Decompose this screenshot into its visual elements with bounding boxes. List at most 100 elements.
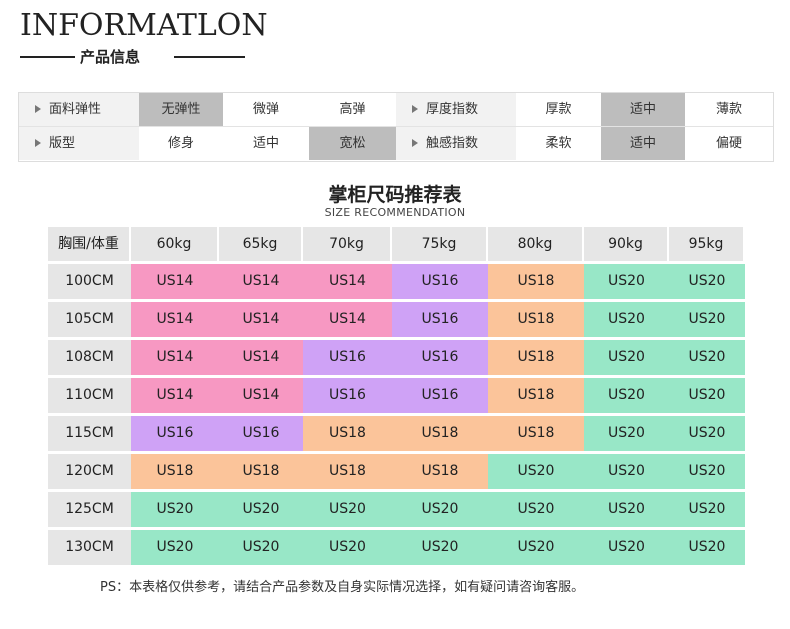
triangle-right-icon bbox=[35, 104, 41, 113]
weight-header: 65kg bbox=[219, 227, 303, 261]
size-cell: US18 bbox=[219, 454, 303, 489]
size-cell: US20 bbox=[669, 416, 745, 451]
size-cell: US20 bbox=[584, 340, 669, 375]
triangle-right-icon bbox=[412, 138, 418, 147]
info-option-selected: 适中 bbox=[601, 127, 685, 160]
size-cell: US20 bbox=[131, 492, 219, 527]
size-cell: US20 bbox=[669, 492, 745, 527]
size-cell: US18 bbox=[303, 416, 392, 451]
size-cell: US16 bbox=[131, 416, 219, 451]
size-cell: US20 bbox=[584, 378, 669, 413]
size-cell: US20 bbox=[488, 492, 584, 527]
size-cell: US20 bbox=[669, 378, 745, 413]
info-option-selected: 无弹性 bbox=[139, 93, 223, 126]
divider-line bbox=[20, 56, 75, 58]
size-cell: US18 bbox=[488, 302, 584, 337]
info-option-selected: 适中 bbox=[601, 93, 685, 126]
info-attribute-text: 面料弹性 bbox=[49, 102, 102, 117]
size-cell: US18 bbox=[488, 264, 584, 299]
brand-title: INFORMATLON bbox=[20, 8, 268, 43]
size-cell: US18 bbox=[392, 416, 488, 451]
size-cell: US20 bbox=[669, 264, 745, 299]
size-cell: US18 bbox=[303, 454, 392, 489]
weight-header: 95kg bbox=[669, 227, 745, 261]
weight-header: 75kg bbox=[392, 227, 488, 261]
triangle-right-icon bbox=[412, 104, 418, 113]
size-cell: US14 bbox=[219, 340, 303, 375]
size-cell: US20 bbox=[584, 264, 669, 299]
size-cell: US14 bbox=[303, 302, 392, 337]
size-cell: US16 bbox=[303, 378, 392, 413]
bust-row-label: 125CM bbox=[48, 492, 131, 527]
info-row: 版型 修身 适中 宽松 触感指数 柔软 适中 偏硬 bbox=[19, 127, 773, 160]
bust-row-label: 130CM bbox=[48, 530, 131, 565]
size-cell: US20 bbox=[584, 454, 669, 489]
bust-row-label: 100CM bbox=[48, 264, 131, 299]
info-attribute-text: 触感指数 bbox=[426, 136, 479, 151]
info-option-selected: 宽松 bbox=[309, 127, 396, 160]
weight-header: 60kg bbox=[131, 227, 219, 261]
info-option: 厚款 bbox=[545, 102, 572, 117]
product-info-grid: 面料弹性 无弹性 微弹 高弹 厚度指数 厚款 适中 薄款 版型 修身 适中 宽松 触感指数 柔软 适中 偏硬 bbox=[18, 92, 774, 162]
size-cell: US14 bbox=[131, 340, 219, 375]
size-cell: US20 bbox=[584, 492, 669, 527]
info-attribute-text: 厚度指数 bbox=[426, 102, 479, 117]
size-cell: US18 bbox=[488, 378, 584, 413]
size-cell: US14 bbox=[219, 264, 303, 299]
weight-header: 80kg bbox=[488, 227, 584, 261]
size-cell: US14 bbox=[131, 302, 219, 337]
size-cell: US14 bbox=[131, 264, 219, 299]
info-row: 面料弹性 无弹性 微弹 高弹 厚度指数 厚款 适中 薄款 bbox=[19, 93, 773, 127]
size-cell: US18 bbox=[488, 416, 584, 451]
size-cell: US20 bbox=[669, 340, 745, 375]
size-cell: US20 bbox=[303, 530, 392, 565]
size-cell: US16 bbox=[303, 340, 392, 375]
info-option: 薄款 bbox=[715, 102, 742, 117]
size-cell: US20 bbox=[488, 530, 584, 565]
footnote: PS：本表格仅供参考，请结合产品参数及自身实际情况选择，如有疑问请咨询客服。 bbox=[100, 580, 585, 595]
size-cell: US14 bbox=[219, 378, 303, 413]
size-cell: US20 bbox=[669, 530, 745, 565]
weight-header: 90kg bbox=[584, 227, 669, 261]
size-cell: US20 bbox=[392, 530, 488, 565]
divider-line bbox=[174, 56, 245, 58]
info-option: 偏硬 bbox=[715, 136, 742, 151]
size-cell: US16 bbox=[392, 340, 488, 375]
info-attribute-label: 触感指数 bbox=[396, 127, 516, 160]
size-cell: US20 bbox=[303, 492, 392, 527]
size-cell: US18 bbox=[488, 340, 584, 375]
table-corner-header: 胸围/体重 bbox=[48, 227, 131, 261]
size-cell: US16 bbox=[392, 264, 488, 299]
size-cell: US20 bbox=[669, 454, 745, 489]
size-cell: US16 bbox=[392, 302, 488, 337]
bust-row-label: 108CM bbox=[48, 340, 131, 375]
size-cell: US14 bbox=[219, 302, 303, 337]
size-cell: US20 bbox=[584, 302, 669, 337]
info-attribute-label: 厚度指数 bbox=[396, 93, 516, 126]
size-cell: US20 bbox=[584, 416, 669, 451]
size-cell: US20 bbox=[669, 302, 745, 337]
info-option: 高弹 bbox=[339, 102, 366, 117]
info-option: 柔软 bbox=[545, 136, 572, 151]
size-cell: US18 bbox=[131, 454, 219, 489]
brand-subtitle: 产品信息 bbox=[80, 48, 141, 66]
size-recommendation-table: 胸围/体重 60kg 65kg 70kg 75kg 80kg 90kg 95kg 100CM US… bbox=[48, 227, 745, 570]
weight-header: 70kg bbox=[303, 227, 392, 261]
size-cell: US16 bbox=[219, 416, 303, 451]
size-cell: US20 bbox=[131, 530, 219, 565]
size-cell: US14 bbox=[131, 378, 219, 413]
brand-subtitle-row: 产品信息 bbox=[20, 46, 245, 66]
triangle-right-icon bbox=[35, 138, 41, 147]
info-attribute-label: 面料弹性 bbox=[19, 93, 139, 126]
size-cell: US14 bbox=[303, 264, 392, 299]
info-option: 修身 bbox=[167, 136, 194, 151]
bust-row-label: 110CM bbox=[48, 378, 131, 413]
size-cell: US20 bbox=[392, 492, 488, 527]
bust-row-label: 120CM bbox=[48, 454, 131, 489]
info-attribute-label: 版型 bbox=[19, 127, 139, 160]
size-cell: US20 bbox=[488, 454, 584, 489]
bust-row-label: 115CM bbox=[48, 416, 131, 451]
info-option: 适中 bbox=[252, 136, 279, 151]
bust-row-label: 105CM bbox=[48, 302, 131, 337]
info-option: 微弹 bbox=[252, 102, 279, 117]
